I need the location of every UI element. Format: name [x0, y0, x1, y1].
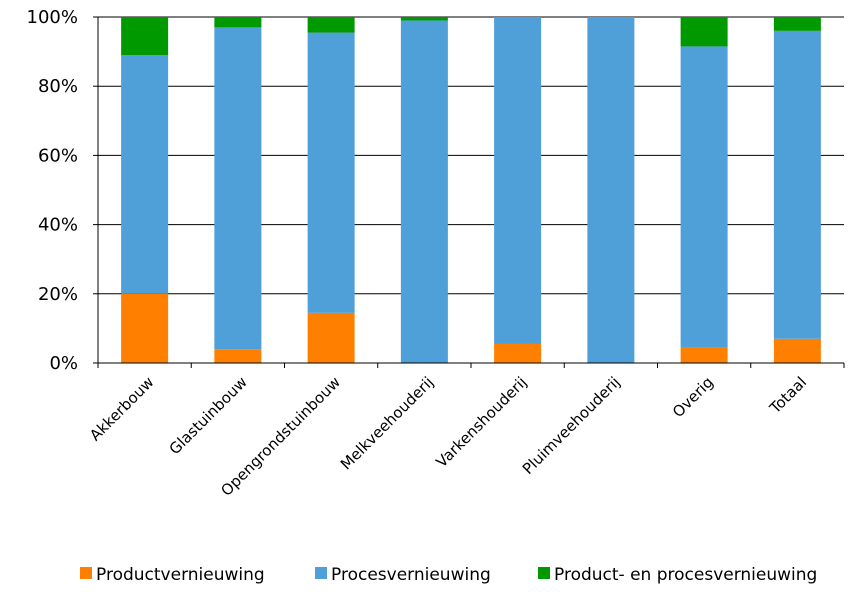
axes	[93, 16, 845, 368]
grid-lines	[98, 16, 844, 295]
legend-label: Procesvernieuwing	[331, 565, 491, 585]
legend-swatch	[80, 567, 92, 579]
y-tick-label: 60%	[38, 145, 78, 166]
bar-segment	[773, 30, 821, 339]
category-labels: Akkerbouw GlastuinbouwOpengrondstuinbouwM…	[86, 373, 810, 500]
y-tick-label: 80%	[38, 76, 78, 97]
bar-segment	[214, 27, 262, 350]
category-label: Varkenshouderij	[432, 373, 530, 471]
legend-swatch	[538, 567, 550, 579]
bar-segment	[121, 293, 169, 363]
bar-segment	[121, 55, 169, 294]
bar-segment	[680, 347, 728, 363]
y-tick-label: 40%	[38, 215, 78, 236]
bar-segment	[307, 32, 355, 313]
legend-label: Productvernieuwing	[96, 565, 265, 585]
bar-segment	[214, 349, 262, 363]
y-tick-label: 0%	[49, 353, 78, 374]
bar-segment	[773, 338, 821, 363]
bar-segment	[307, 312, 355, 363]
bar-segment	[680, 17, 728, 47]
category-label: Totaal	[765, 373, 810, 418]
bar-segment	[400, 17, 448, 21]
bar-segment	[494, 17, 542, 344]
bar-segment	[400, 20, 448, 364]
bar-segment	[494, 343, 542, 363]
bar-segment	[307, 17, 355, 33]
category-label: Akkerbouw	[86, 373, 157, 444]
category-label: Overig	[669, 373, 717, 421]
bar-segment	[121, 17, 169, 56]
bars	[121, 17, 821, 364]
legend-label: Product- en procesvernieuwing	[554, 565, 817, 585]
y-tick-label: 20%	[38, 284, 78, 305]
legend: Productvernieuwing Procesvernieuwing Produ…	[80, 565, 817, 585]
category-label: Pluimveehouderij	[519, 373, 624, 478]
category-label: Melkveehouderij	[337, 373, 437, 473]
category-label: Glastuinbouw	[166, 373, 251, 458]
bar-segment	[680, 46, 728, 348]
bar-segment	[773, 17, 821, 31]
y-tick-label: 100%	[27, 7, 78, 28]
bar-segment	[587, 17, 635, 363]
y-tick-labels: 0% 20% 40% 60% 80% 100%	[27, 7, 78, 374]
bar-segment	[214, 17, 262, 28]
legend-swatch	[315, 567, 327, 579]
